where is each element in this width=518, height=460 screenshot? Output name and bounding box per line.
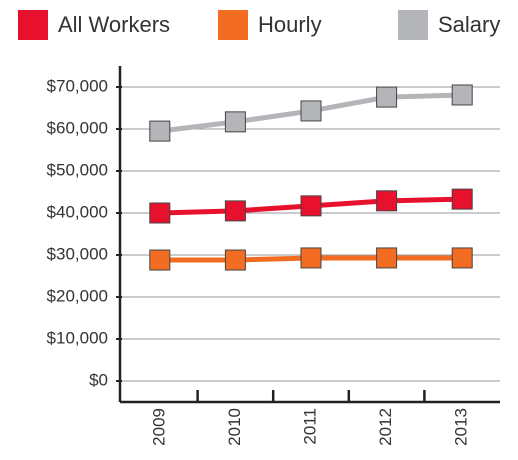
data-point [376, 247, 398, 269]
data-point [224, 111, 246, 133]
data-point [149, 120, 171, 142]
y-tick-label: $70,000 [47, 76, 108, 95]
data-point [300, 195, 322, 217]
legend-swatch [218, 10, 248, 40]
x-tick-label: 2010 [225, 408, 244, 446]
legend-label: All Workers [58, 12, 170, 37]
data-point [451, 84, 473, 106]
data-point [376, 86, 398, 108]
y-tick-label: $40,000 [47, 202, 108, 221]
data-point [300, 247, 322, 269]
x-tick-label: 2013 [452, 408, 471, 446]
legend-swatch [18, 10, 48, 40]
legend-label: Hourly [258, 12, 322, 37]
data-point [224, 249, 246, 271]
y-tick-label: $30,000 [47, 244, 108, 263]
y-tick-label: $0 [89, 370, 108, 389]
y-tick-label: $10,000 [47, 328, 108, 347]
y-tick-label: $20,000 [47, 286, 108, 305]
data-point [300, 100, 322, 122]
data-point [451, 247, 473, 269]
data-point [224, 200, 246, 222]
data-point [451, 188, 473, 210]
y-tick-label: $60,000 [47, 118, 108, 137]
x-tick-label: 2009 [149, 408, 168, 446]
x-tick-label: 2011 [300, 408, 319, 445]
legend-label: Salary [438, 12, 500, 37]
data-point [149, 249, 171, 271]
legend-swatch [398, 10, 428, 40]
data-point [376, 190, 398, 212]
data-point [149, 202, 171, 224]
x-tick-label: 2012 [376, 408, 395, 446]
y-tick-label: $50,000 [47, 160, 108, 179]
